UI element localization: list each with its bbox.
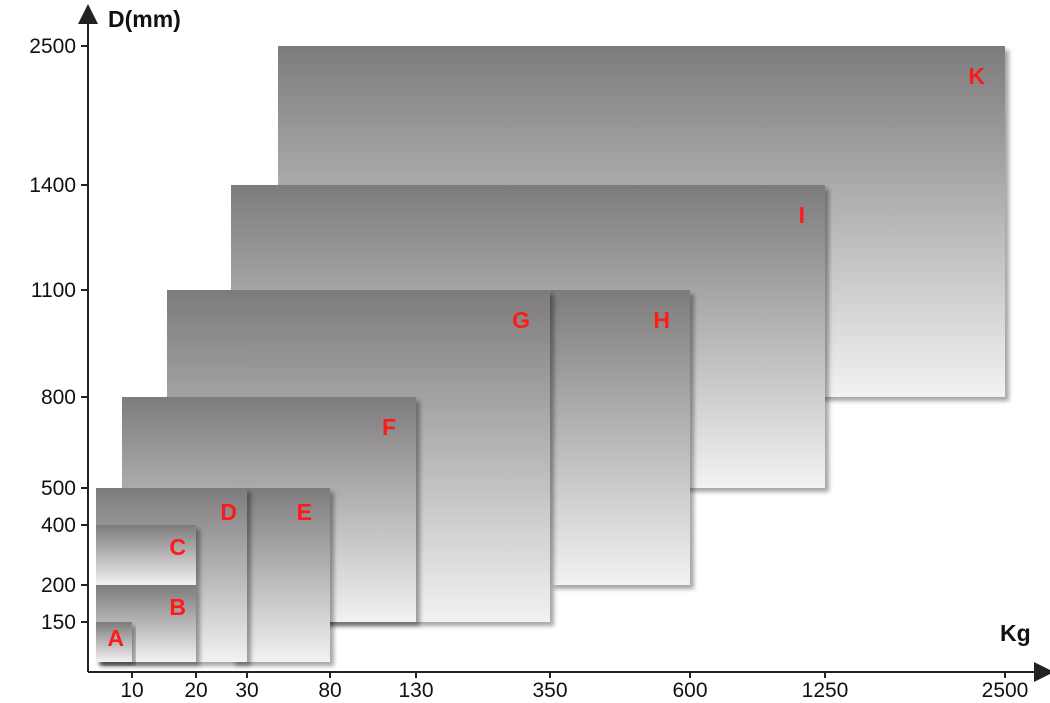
box-label-a: A [107, 625, 124, 651]
boxes-layer: K I H G F E D C B A [96, 46, 1005, 662]
x-tick-label: 600 [672, 679, 707, 702]
x-tick-label: 10 [120, 679, 143, 702]
x-tick-label: 80 [318, 679, 341, 702]
box-label-c: C [169, 534, 186, 560]
box-label-g: G [512, 307, 530, 333]
ticks-layer: 150 200 400 500 800 1100 1400 2500 10 20 30 80 130 35… [29, 35, 1028, 702]
x-tick-label: 350 [532, 679, 567, 702]
y-tick-label: 400 [41, 514, 76, 537]
y-tick-label: 200 [41, 574, 76, 597]
x-tick-label: 20 [184, 679, 207, 702]
box-c [96, 525, 196, 585]
y-tick-label: 150 [41, 611, 76, 634]
y-tick-label: 2500 [29, 35, 76, 58]
y-tick-label: 1400 [29, 174, 76, 197]
y-tick-label: 1100 [31, 279, 76, 302]
x-tick-label: 130 [398, 679, 433, 702]
box-label-h: H [653, 307, 670, 333]
box-a [96, 622, 132, 662]
y-axis-title: D(mm) [108, 6, 181, 32]
box-h [550, 290, 690, 585]
x-tick-label: 30 [235, 679, 258, 702]
box-label-e: E [297, 499, 312, 525]
box-label-b: B [169, 594, 186, 620]
box-label-f: F [382, 414, 396, 440]
x-tick-label: 2500 [982, 679, 1029, 702]
box-label-d: D [220, 499, 237, 525]
box-e [231, 488, 330, 662]
x-axis-title: Kg [1000, 620, 1031, 646]
x-tick-label: 1250 [802, 679, 849, 702]
box-label-i: I [799, 202, 805, 228]
box-label-k: K [968, 63, 985, 89]
y-tick-label: 800 [41, 386, 76, 409]
y-tick-label: 500 [41, 477, 76, 500]
